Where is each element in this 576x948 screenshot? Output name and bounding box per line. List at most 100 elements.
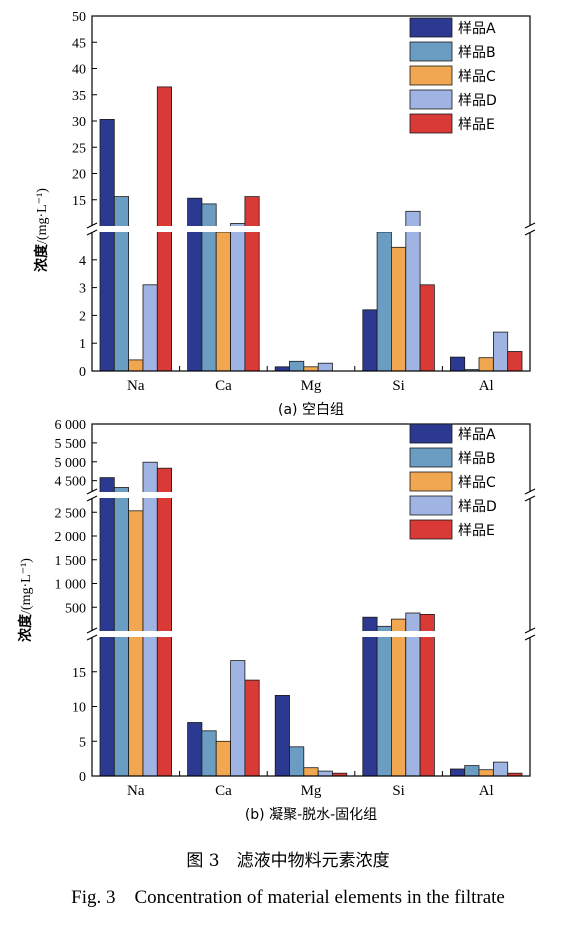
bar-na-series-1 [99,119,115,372]
bar-mg-series-1 [274,366,290,372]
legend-swatch-4 [409,495,453,516]
bar-na-series-3 [128,359,144,372]
y-tick-label: 500 [65,601,86,616]
bar-mg-series-3 [303,366,319,372]
y-tick-label: 2 000 [55,530,87,545]
y-tick-label: 0 [79,770,86,785]
axis-break-gap [86,226,536,232]
bar-si-series-4 [405,612,421,777]
bar-na-series-5 [156,467,173,777]
legend-swatch-3 [409,65,453,86]
bar-mg-series-1 [274,695,290,777]
axis-break-mark [86,627,98,634]
bar-mg-series-2 [289,360,305,372]
figure-caption-english: Fig. 3 Concentration of material element… [71,887,505,908]
bar-al-series-5 [507,351,523,372]
legend-swatch-5 [409,113,453,134]
bar-si-series-1 [362,616,378,777]
y-tick-label: 4 500 [55,475,87,490]
bar-ca-series-5 [244,196,260,372]
y-tick-label: 2 500 [55,506,87,521]
plot-frame [91,15,531,372]
bar-si-series-3 [390,246,407,372]
y-axis-title: 浓度 [17,613,34,642]
y-tick-label: 15 [72,666,86,681]
bar-al-series-4 [492,761,509,777]
bar-mg-series-3 [303,767,319,777]
x-tick-label-al: Al [479,378,494,394]
y-tick-label: 1 500 [55,554,87,569]
y-tick-label: 10 [72,701,86,716]
legend-label-1: 样品A [458,427,496,443]
axis-break-mark [86,222,98,229]
panel-subtitle: (b) 凝聚-脱水-固化组 [245,807,377,823]
y-tick-label: 0 [79,365,86,380]
bar-si-series-2 [376,625,392,777]
bar-si-series-3 [390,618,407,777]
y-axis-label: 浓度/(mg·L⁻¹) [17,558,34,642]
bar-al-series-3 [478,357,494,372]
x-tick-label-ca: Ca [215,783,232,799]
bar-ca-series-4 [230,660,246,777]
bar-al-series-3 [478,769,494,777]
bar-ca-series-1 [187,722,203,777]
x-tick-label-si: Si [392,783,405,799]
legend-swatch-4 [409,89,453,110]
legend-label-2: 样品B [458,45,496,61]
legend-swatch-5 [409,519,453,540]
panel-subtitle: (a) 空白组 [278,402,344,418]
x-tick-label-mg: Mg [301,783,322,799]
axis-break-mark [524,229,536,236]
legend-label-3: 样品C [458,69,496,85]
axis-break-mark [86,634,98,641]
legend-label-4: 样品D [458,499,497,515]
legend-label-2: 样品B [458,451,496,467]
bar-ca-series-3 [215,740,231,777]
bar-mg-series-4 [317,770,333,777]
legend-swatch-1 [409,17,453,38]
bar-ca-series-3 [215,231,231,372]
y-tick-label: 45 [72,36,86,51]
axis-break-mark [86,229,98,236]
legend-swatch-2 [409,447,453,468]
axis-break-mark [524,222,536,229]
figure-caption-chinese: 图 3 滤液中物料元素浓度 [186,851,390,871]
bar-si-series-1 [362,309,378,372]
bar-na-series-4 [142,461,158,777]
legend-swatch-3 [409,471,453,492]
axis-break-gap [86,492,536,498]
y-axis-label: 浓度/(mg·L⁻¹) [33,188,50,272]
x-tick-label-ca: Ca [215,378,232,394]
x-tick-label-al: Al [479,783,494,799]
y-axis-title: 浓度 [33,243,50,272]
y-tick-label: 40 [72,63,86,78]
bar-ca-series-5 [244,679,260,777]
chart-panel-b: 0 5 10 15 500 1 000 1 500 2 000 2 500 4 500 5 000 5… [17,418,536,823]
bar-ca-series-1 [187,197,203,372]
bar-si-series-5 [419,284,435,372]
bar-al-series-1 [449,768,466,777]
legend-label-4: 样品D [458,93,497,109]
chart-panel-a: 0 1 2 3 4 15 20 25 30 35 40 45 50 Na Ca Mg Si Al (a) 空白组 浓度… [33,10,536,418]
y-tick-label: 6 000 [55,418,87,433]
y-tick-label: 25 [72,141,86,156]
y-axis-unit: /(mg·L⁻¹) [19,558,34,614]
axis-break-mark [524,634,536,641]
plot-frame [91,423,531,777]
bar-si-series-5 [419,614,435,777]
legend-label-3: 样品C [458,475,496,491]
bar-al-series-4 [492,331,509,372]
bar-na-series-1 [99,477,115,777]
y-tick-label: 30 [72,115,86,130]
axis-break-mark [524,627,536,634]
bar-ca-series-2 [201,730,217,777]
legend-swatch-1 [409,423,453,444]
y-tick-label: 20 [72,168,86,183]
x-tick-label-na: Na [127,783,145,799]
bar-na-series-2 [113,196,130,372]
y-axis-unit: /(mg·L⁻¹) [35,188,50,244]
bar-si-series-4 [405,210,421,372]
bar-mg-series-4 [317,362,333,372]
axis-break-mark [86,495,98,502]
